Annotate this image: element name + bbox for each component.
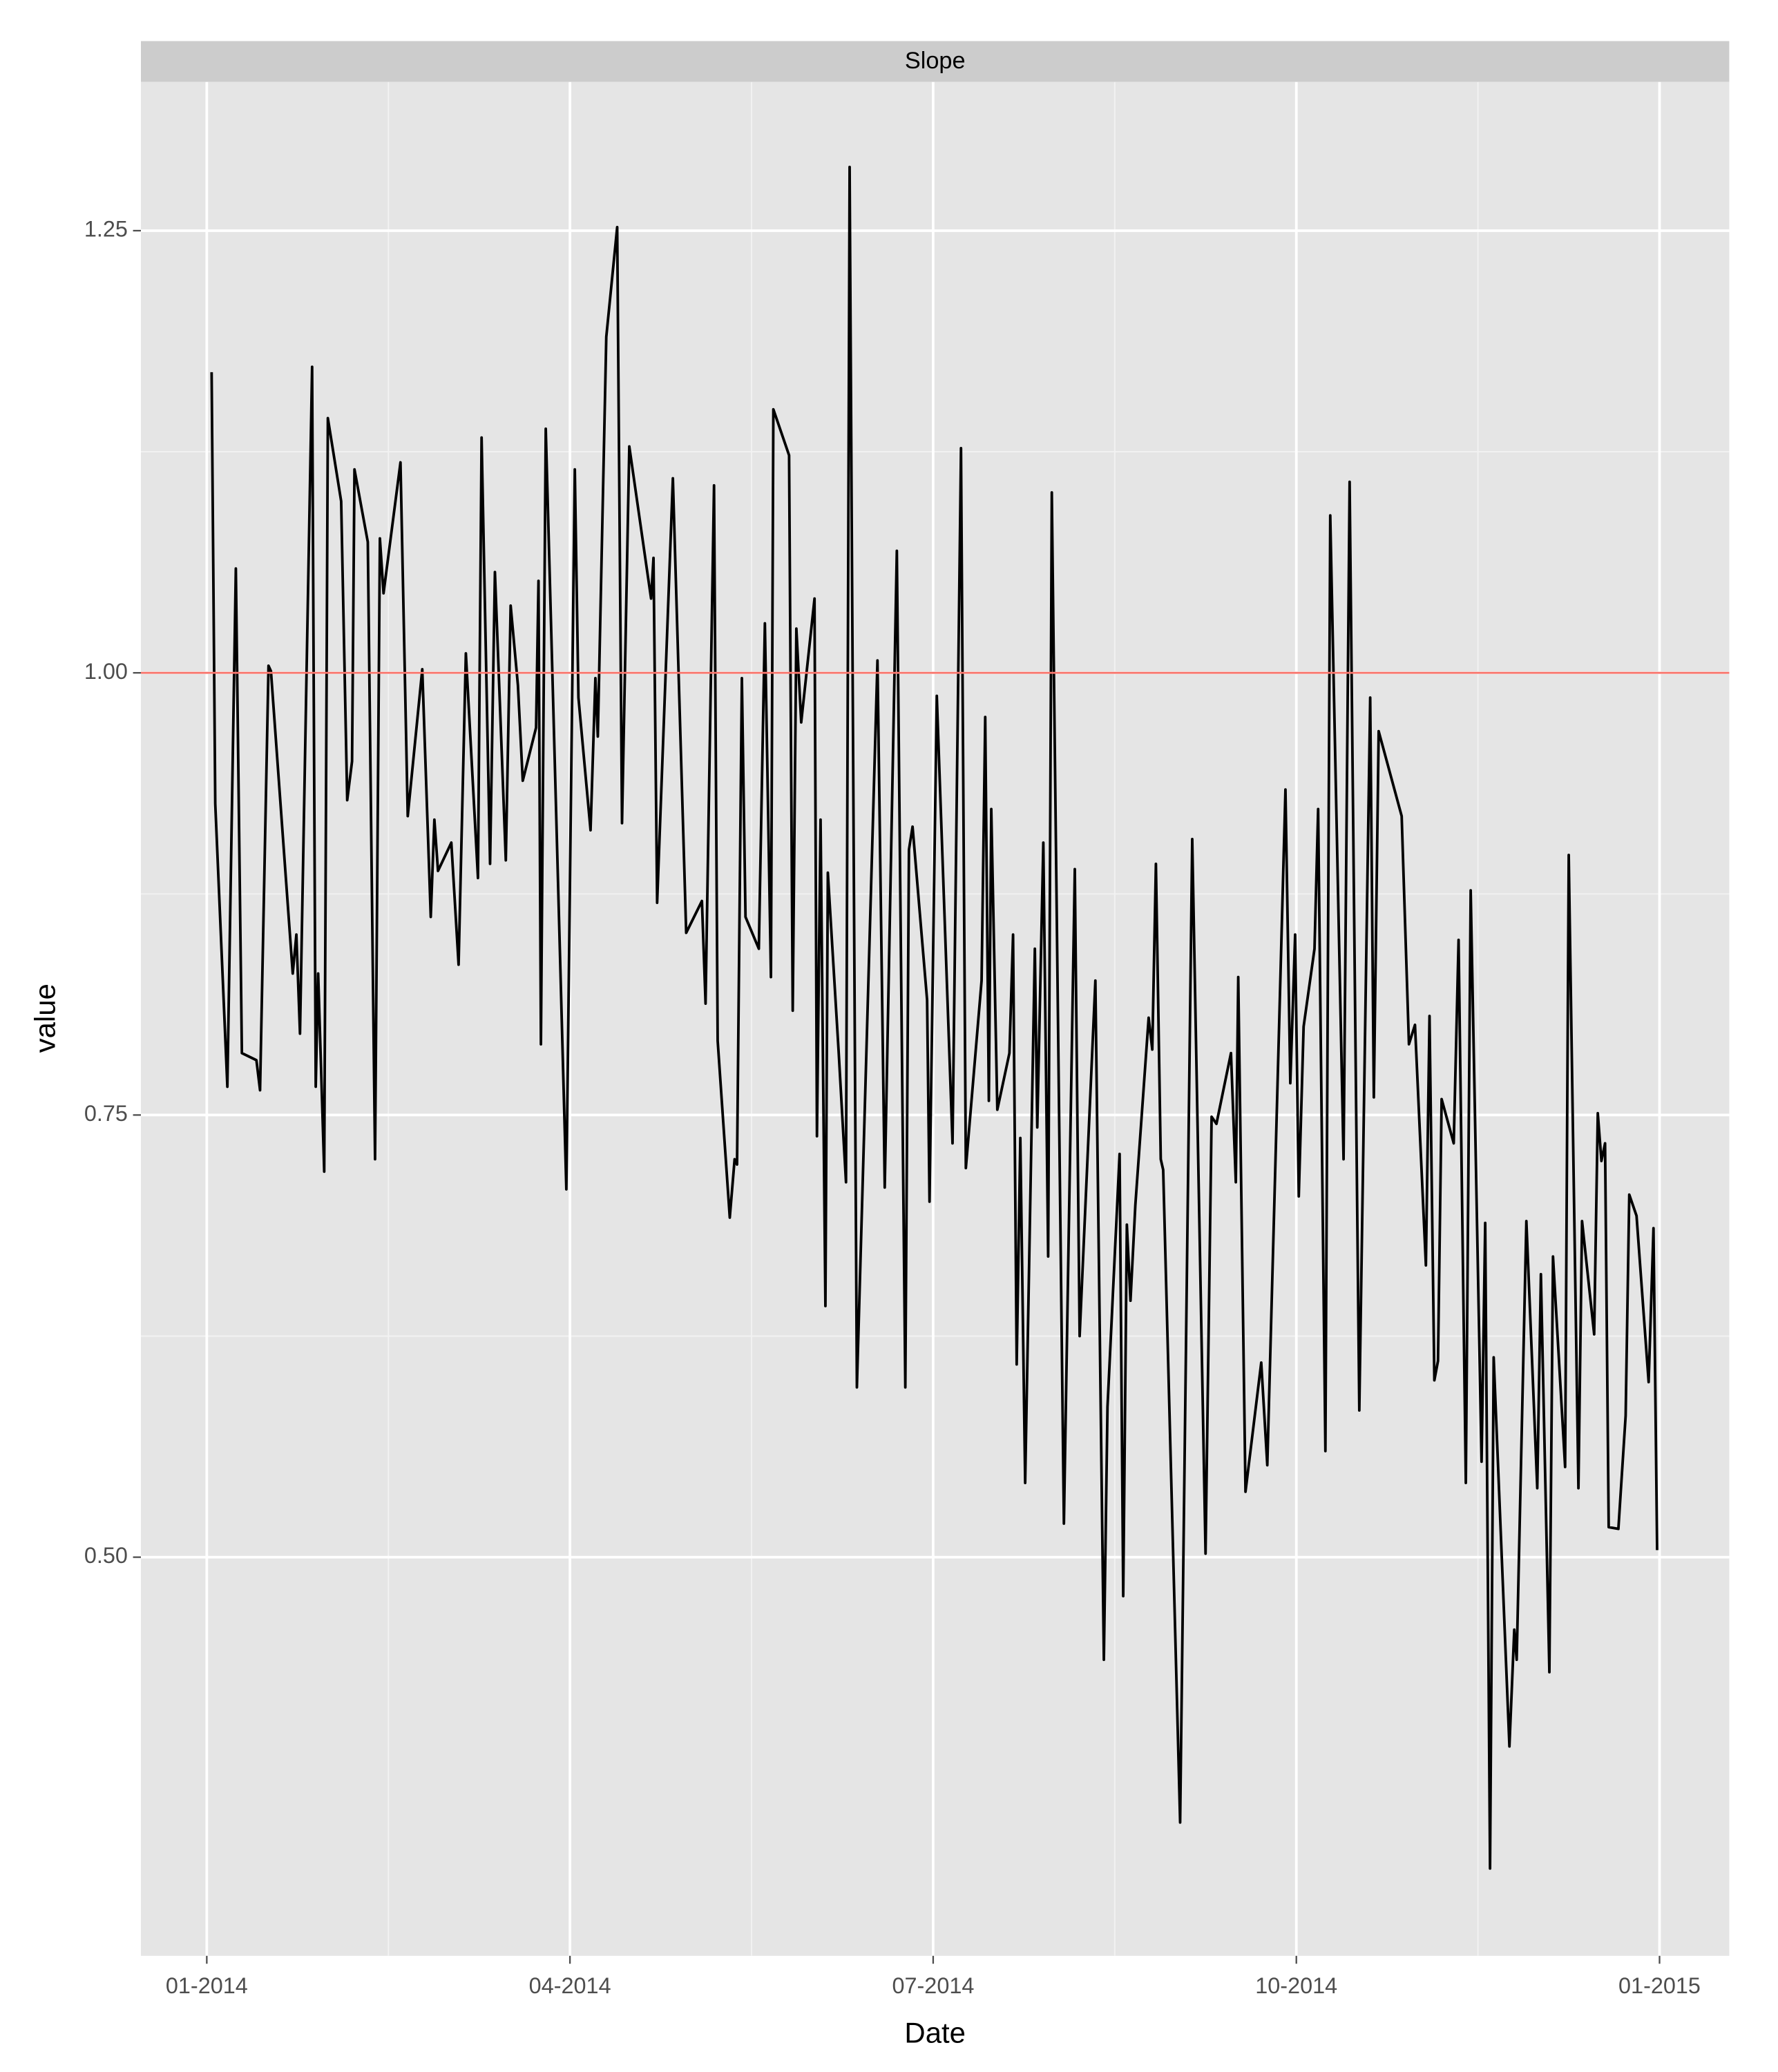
x-tick-label: 01-2014	[166, 1973, 248, 1998]
x-tick-label: 01-2015	[1618, 1973, 1701, 1998]
facet-strip	[141, 41, 1730, 82]
y-axis-title: value	[29, 984, 61, 1053]
data-line	[210, 165, 1658, 1870]
y-tick-label: 1.25	[84, 217, 128, 242]
plot-panel	[141, 81, 1730, 1956]
x-tick-label: 07-2014	[892, 1973, 974, 1998]
facet-title: Slope	[905, 48, 966, 74]
x-axis-title: Date	[904, 2016, 966, 2049]
y-tick-label: 0.50	[84, 1543, 128, 1568]
x-tick-label: 10-2014	[1255, 1973, 1337, 1998]
x-tick-label: 04-2014	[529, 1973, 611, 1998]
y-tick-label: 1.00	[84, 659, 128, 684]
y-tick-label: 0.75	[84, 1101, 128, 1126]
